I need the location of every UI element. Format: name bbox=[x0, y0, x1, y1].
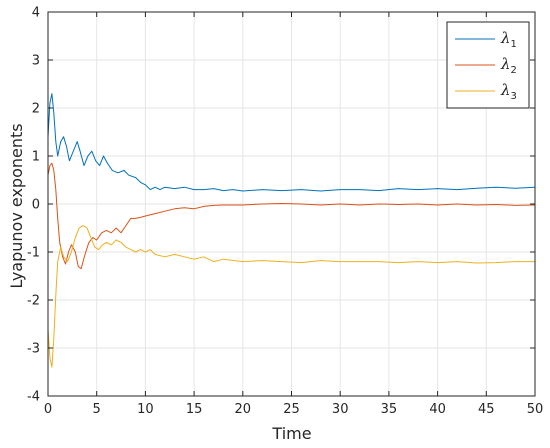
y-tick-label: -3 bbox=[27, 342, 40, 357]
x-tick-label: 0 bbox=[44, 402, 52, 417]
series-lines bbox=[47, 93, 536, 368]
y-tick-label: 0 bbox=[32, 198, 40, 213]
series-line-1 bbox=[47, 93, 536, 192]
y-tick-label: 2 bbox=[32, 102, 40, 117]
legend-symbol: λ bbox=[500, 81, 511, 99]
legend-symbol: λ bbox=[500, 29, 511, 47]
x-tick-label: 15 bbox=[186, 402, 203, 417]
legend-symbol: λ bbox=[500, 55, 511, 73]
legend-subscript: 3 bbox=[511, 91, 517, 102]
y-tick-label: 3 bbox=[32, 54, 40, 69]
x-tick-label: 30 bbox=[332, 402, 349, 417]
x-tick-label: 25 bbox=[283, 402, 300, 417]
tick-labels: 0 5 10 15 20 25 30 35 40 45 50 -4 -3 -2 -1 0 1 2 3 4 bbox=[27, 6, 543, 418]
legend-entry-2: λ2 bbox=[500, 55, 517, 76]
series-line-3 bbox=[47, 225, 535, 368]
x-tick-label: 20 bbox=[235, 402, 252, 417]
y-tick-label: 1 bbox=[32, 150, 40, 165]
y-axis-label: Lyapunov exponents bbox=[7, 123, 26, 288]
x-tick-label: 5 bbox=[93, 402, 101, 417]
y-tick-label: 4 bbox=[32, 6, 40, 21]
x-tick-label: 50 bbox=[527, 402, 544, 417]
y-tick-label: -4 bbox=[27, 390, 40, 405]
legend-entry-3: λ3 bbox=[500, 81, 517, 102]
x-tick-label: 35 bbox=[381, 402, 398, 417]
x-tick-label: 40 bbox=[429, 402, 446, 417]
x-tick-label: 45 bbox=[478, 402, 495, 417]
legend-entry-1: λ1 bbox=[500, 29, 517, 50]
x-tick-label: 10 bbox=[137, 402, 154, 417]
legend-subscript: 2 bbox=[511, 65, 517, 76]
y-tick-label: -2 bbox=[27, 294, 40, 309]
series-line-2 bbox=[47, 162, 536, 270]
axis-ticks bbox=[47, 11, 536, 397]
legend-subscript: 1 bbox=[511, 39, 517, 50]
y-tick-label: -1 bbox=[27, 246, 40, 261]
x-axis-label: Time bbox=[271, 424, 311, 443]
